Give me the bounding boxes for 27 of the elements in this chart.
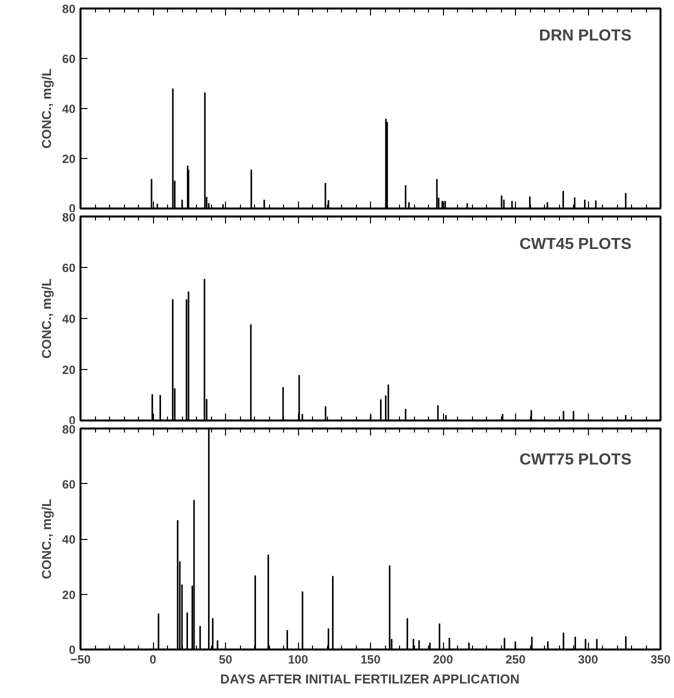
x-tick-label: 0 — [150, 652, 157, 666]
y-tick-label: 20 — [62, 588, 76, 602]
y-axis-title: CONC., mg/L — [39, 278, 54, 359]
y-tick-label: 80 — [62, 422, 76, 436]
y-tick-label: 60 — [62, 477, 76, 492]
x-tick-label: 200 — [432, 652, 454, 666]
y-tick-label: 40 — [62, 532, 76, 546]
y-tick-label: 20 — [62, 363, 76, 377]
y-tick-label: 60 — [62, 261, 76, 275]
y-tick-label: 80 — [62, 210, 76, 224]
x-tick-label: 350 — [650, 652, 671, 666]
y-tick-label: 20 — [62, 152, 76, 166]
y-tick-label: 40 — [62, 312, 76, 326]
x-tick-label: 250 — [505, 652, 526, 666]
y-axis-title: CONC., mg/L — [39, 68, 54, 149]
x-tick-label: 100 — [288, 652, 308, 666]
x-axis-title: DAYS AFTER INITIAL FERTILIZER APPLICATION — [220, 672, 520, 686]
y-tick-label: 40 — [62, 102, 76, 116]
x-tick-label: 150 — [360, 652, 381, 666]
y-tick-label: 60 — [62, 52, 76, 66]
x-tick-label: 50 — [218, 652, 232, 666]
text: CWT45 PLOTS — [519, 236, 632, 254]
y-tick-label: 80 — [62, 2, 76, 16]
text: DRN PLOTS — [539, 28, 632, 44]
text: CWT75 PLOTS — [519, 451, 632, 468]
x-tick-label: 300 — [578, 652, 598, 666]
y-axis-title: CONC., mg/L — [39, 498, 54, 580]
